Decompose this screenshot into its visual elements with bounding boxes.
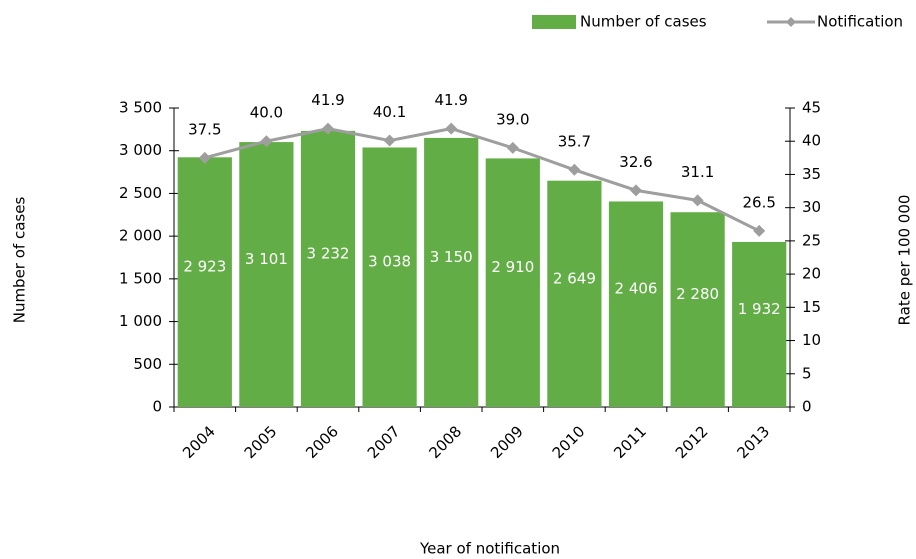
line-marker — [506, 141, 519, 154]
bar-label: 2 406 — [615, 280, 658, 298]
y-tick-label: 1 500 — [119, 269, 162, 287]
line-marker — [383, 134, 396, 147]
legend-marker — [786, 17, 796, 27]
y2-tick-label: 20 — [802, 265, 821, 283]
line-marker — [322, 122, 334, 135]
line-label: 39.0 — [496, 110, 529, 128]
line-marker — [568, 163, 581, 176]
legend-swatch — [532, 15, 576, 29]
y2-tick-label: 15 — [802, 298, 821, 316]
y2-tick-label: 30 — [802, 198, 821, 216]
bar — [300, 130, 356, 408]
bar — [608, 201, 664, 407]
bar-label: 2 649 — [553, 269, 596, 287]
x-tick-label: 2009 — [487, 422, 527, 462]
bar — [732, 241, 787, 407]
bar — [670, 212, 725, 407]
bar-label: 1 932 — [738, 300, 781, 318]
bar-label: 3 038 — [368, 253, 411, 271]
line-marker — [445, 122, 458, 135]
y2-tick-label: 35 — [802, 165, 821, 183]
y-tick-label: 500 — [133, 355, 162, 373]
bar-label: 2 280 — [676, 285, 719, 303]
bar — [362, 147, 417, 407]
line-label: 40.0 — [250, 104, 283, 122]
y2-tick-label: 25 — [802, 231, 821, 249]
line-label: 32.6 — [619, 153, 652, 171]
bar-label: 3 150 — [430, 248, 473, 266]
x-tick-label: 2012 — [672, 422, 712, 462]
x-tick-label: 2004 — [179, 422, 219, 462]
bar-label: 2 923 — [183, 258, 226, 276]
y2-axis-title: Rate per 100 000 — [896, 195, 914, 326]
legend-label: Number of cases — [580, 13, 707, 31]
line — [204, 127, 760, 233]
y2-tick-label: 5 — [802, 364, 812, 382]
line-label: 35.7 — [558, 132, 591, 150]
y2-tick-label: 0 — [802, 398, 812, 416]
line-label: 41.9 — [311, 91, 344, 109]
line-label: 31.1 — [681, 163, 714, 181]
bar — [177, 157, 232, 407]
line-label: 37.5 — [188, 120, 221, 138]
line-marker — [753, 224, 766, 237]
bar — [239, 142, 294, 407]
x-tick-label: 2005 — [241, 422, 281, 462]
y-tick-label: 1 000 — [119, 312, 162, 330]
x-axis-title: Year of notification — [419, 540, 560, 558]
bar-label: 3 232 — [307, 244, 350, 262]
x-tick-label: 2008 — [425, 422, 465, 462]
y2-tick-label: 45 — [802, 99, 821, 117]
line-label: 41.9 — [434, 91, 467, 109]
y2-tick-label: 40 — [802, 132, 821, 150]
x-tick-label: 2013 — [733, 422, 773, 462]
y2-tick-label: 10 — [802, 331, 821, 349]
line-marker — [198, 151, 211, 164]
bar-label: 2 910 — [491, 258, 534, 276]
legend-label: Notification — [817, 13, 903, 31]
y-axis-title: Number of cases — [11, 197, 29, 324]
y-tick-label: 2 500 — [119, 184, 162, 202]
x-tick-label: 2007 — [364, 422, 404, 462]
x-tick-label: 2010 — [549, 422, 589, 462]
bar — [547, 180, 602, 407]
x-tick-label: 2011 — [610, 422, 650, 462]
line-marker — [260, 135, 273, 148]
line-marker — [691, 194, 704, 207]
bar — [485, 158, 540, 407]
line-label: 40.1 — [373, 103, 406, 121]
line-marker — [630, 184, 642, 197]
y-tick-label: 3 000 — [119, 141, 162, 159]
bar — [424, 137, 479, 407]
x-tick-label: 2006 — [302, 422, 342, 462]
line-label: 26.5 — [742, 193, 775, 211]
y-tick-label: 0 — [152, 398, 162, 416]
bar-label: 3 101 — [245, 250, 288, 268]
y-tick-label: 2 000 — [119, 227, 162, 245]
y-tick-label: 3 500 — [119, 99, 162, 117]
